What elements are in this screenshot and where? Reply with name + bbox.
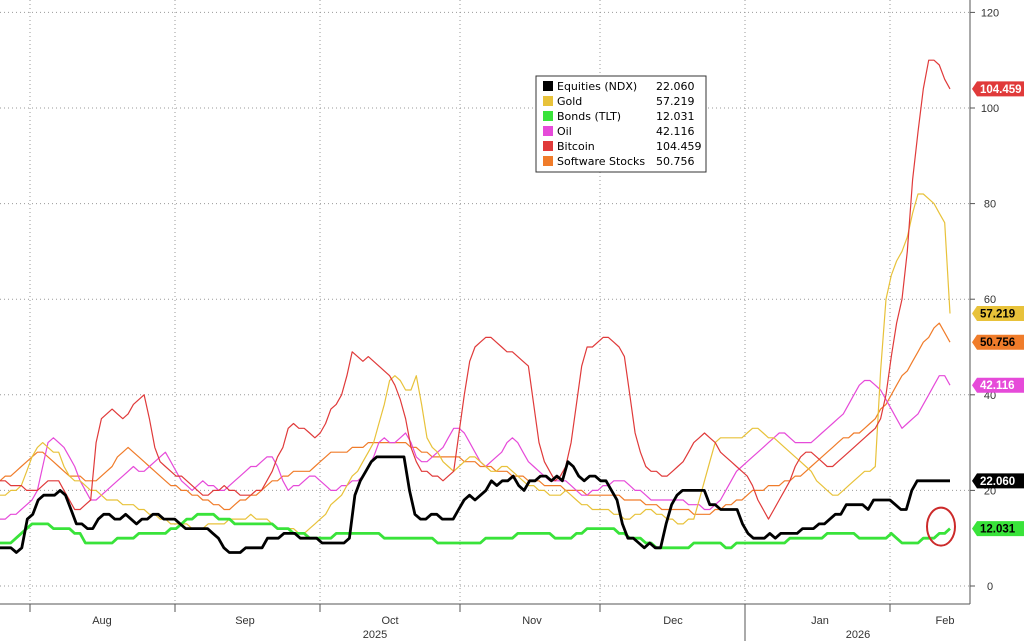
y-tick-label: 80	[984, 199, 996, 211]
series-line-software-stocks	[0, 322, 951, 515]
x-tick-label: Jan	[811, 615, 829, 627]
last-value-label: 12.031	[980, 524, 1016, 536]
legend-label: Equities (NDX)	[557, 80, 637, 93]
series-line-bitcoin	[0, 59, 951, 520]
legend-swatch	[543, 126, 553, 136]
series-layer	[0, 59, 951, 554]
y-tick-label: 40	[984, 390, 996, 402]
last-value-badge	[972, 306, 1024, 322]
legend-label: Bitcoin	[557, 140, 595, 153]
last-value-badge	[972, 81, 1024, 97]
last-value-label: 104.459	[980, 84, 1022, 96]
last-value-label: 42.116	[980, 380, 1015, 392]
x-tick-label: Oct	[381, 615, 398, 627]
legend-value: 104.459	[656, 140, 702, 153]
legend-swatch	[543, 111, 553, 121]
last-value-label: 22.060	[980, 476, 1015, 488]
legend-swatch	[543, 141, 553, 151]
y-tick-label: 0	[987, 581, 993, 593]
x-tick-label: Aug	[92, 615, 112, 627]
x-tick-label: Feb	[936, 615, 955, 627]
legend-value: 42.116	[656, 125, 695, 138]
series-line-bonds-tlt	[0, 512, 951, 550]
legend-label: Gold	[557, 95, 582, 108]
last-value-badges: 22.060 57.219 12.031 42.116 104.459 50.756	[972, 81, 1024, 537]
series-line-gold	[0, 193, 951, 535]
x-tick-label: Sep	[235, 615, 255, 627]
series-line-equities-ndx	[0, 455, 950, 554]
last-value-label: 57.219	[980, 309, 1015, 321]
last-value-badge	[972, 377, 1024, 393]
legend-value: 50.756	[656, 155, 695, 168]
x-tick-label: Dec	[663, 615, 683, 627]
legend-box	[535, 75, 707, 173]
axes: 0 20 40 60 80 100 120 Aug Sep Oct Nov Dec Jan Feb 2025…	[0, 0, 999, 641]
last-value-badge	[972, 473, 1024, 489]
annotation-layer	[926, 506, 956, 547]
legend-swatch	[543, 81, 553, 91]
legend: Equities (NDX) 22.060 Gold 57.219 Bonds (TLT…	[535, 75, 707, 173]
legend-swatch	[543, 96, 553, 106]
y-tick-label: 60	[984, 294, 996, 306]
x-tick-label: Nov	[522, 615, 542, 627]
year-label: 2025	[363, 629, 387, 641]
legend-value: 57.219	[656, 95, 695, 108]
last-value-label: 50.756	[980, 337, 1015, 349]
legend-label: Oil	[557, 125, 572, 138]
last-value-badge	[972, 334, 1024, 350]
legend-value: 22.060	[656, 80, 695, 93]
last-value-badge	[972, 521, 1024, 537]
legend-label: Software Stocks	[557, 155, 645, 168]
annotation-ellipse	[926, 506, 956, 547]
legend-swatch	[543, 156, 553, 166]
y-tick-label: 120	[981, 7, 999, 19]
legend-value: 12.031	[656, 110, 695, 123]
year-label: 2026	[846, 629, 870, 641]
legend-label: Bonds (TLT)	[557, 110, 621, 123]
y-tick-label: 20	[984, 485, 996, 497]
y-tick-label: 100	[981, 103, 999, 115]
